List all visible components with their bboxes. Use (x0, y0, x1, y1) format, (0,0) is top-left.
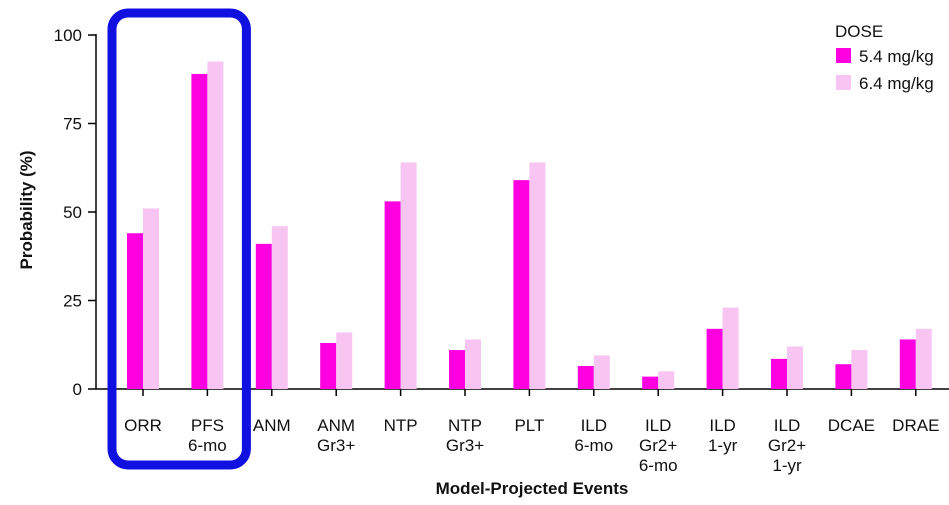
x-tick-label-anm-gr3: ANM Gr3+ (317, 416, 355, 455)
legend-swatch-6-4-mg-kg (836, 75, 851, 90)
bar-ild-gr2-1-yr-5-4-mg-kg (771, 358, 787, 389)
bar-dcae-5-4-mg-kg (835, 364, 852, 389)
x-tick-label-ild-gr2-6-mo: ILD Gr2+ 6-mo (639, 416, 678, 475)
bar-drae-6-4-mg-kg (915, 328, 932, 389)
bar-ntp-5-4-mg-kg (384, 201, 401, 389)
bar-anm-gr3-5-4-mg-kg (320, 342, 337, 389)
y-tick-label-100: 100 (54, 26, 82, 45)
x-tick-label-dcae: DCAE (828, 416, 875, 435)
x-tick-label-ntp-gr3: NTP Gr3+ (446, 416, 484, 455)
y-tick-label-50: 50 (63, 203, 82, 222)
bar-ild-gr2-1-yr-6-4-mg-kg (787, 346, 803, 389)
x-tick-label-ild-6-mo: ILD 6-mo (574, 416, 613, 455)
y-tick-label-0: 0 (73, 380, 82, 399)
y-tick-label-25: 25 (63, 292, 82, 311)
x-tick-label-anm: ANM (253, 416, 291, 435)
bar-anm-5-4-mg-kg (255, 243, 272, 389)
x-tick-label-drae: DRAE (892, 416, 939, 435)
bar-ild-gr2-6-mo-6-4-mg-kg (658, 371, 675, 389)
y-tick-label-75: 75 (63, 115, 82, 134)
bar-ild-1-yr-5-4-mg-kg (706, 328, 723, 389)
bar-ntp-gr3-5-4-mg-kg (449, 350, 465, 389)
bar-ild-6-mo-5-4-mg-kg (577, 365, 594, 389)
bar-plt-6-4-mg-kg (529, 162, 546, 389)
bar-orr-5-4-mg-kg (127, 233, 143, 389)
bar-plt-5-4-mg-kg (513, 180, 530, 389)
x-tick-label-pfs-6-mo: PFS 6-mo (188, 416, 227, 455)
bar-ild-1-yr-6-4-mg-kg (722, 307, 739, 389)
y-axis-title: Probability (%) (17, 150, 36, 269)
bar-orr-6-4-mg-kg (143, 208, 159, 389)
bar-dcae-6-4-mg-kg (851, 350, 868, 389)
x-tick-label-ild-gr2-1-yr: ILD Gr2+ 1-yr (768, 416, 806, 475)
bar-anm-6-4-mg-kg (271, 226, 288, 389)
x-tick-label-ntp: NTP (384, 416, 418, 435)
x-axis-title: Model-Projected Events (436, 479, 629, 498)
bar-pfs-6-mo-5-4-mg-kg (191, 73, 208, 389)
x-tick-label-orr: ORR (124, 416, 162, 435)
legend-title: DOSE (835, 22, 883, 41)
legend-swatch-5-4-mg-kg (836, 48, 851, 63)
bar-pfs-6-mo-6-4-mg-kg (207, 61, 224, 390)
bar-ild-6-mo-6-4-mg-kg (593, 355, 610, 389)
bar-anm-gr3-6-4-mg-kg (336, 332, 353, 389)
legend-label-6-4-mg-kg: 6.4 mg/kg (859, 74, 934, 93)
legend: DOSE 5.4 mg/kg 6.4 mg/kg (835, 22, 934, 93)
bar-ild-gr2-6-mo-5-4-mg-kg (642, 376, 659, 389)
x-tick-label-plt: PLT (514, 416, 544, 435)
x-tick-label-ild-1-yr: ILD 1-yr (708, 416, 738, 455)
legend-label-5-4-mg-kg: 5.4 mg/kg (859, 47, 934, 66)
bar-ntp-gr3-6-4-mg-kg (465, 339, 481, 389)
bar-drae-5-4-mg-kg (899, 339, 916, 389)
highlight-box (107, 8, 251, 470)
bar-ntp-6-4-mg-kg (400, 162, 417, 389)
